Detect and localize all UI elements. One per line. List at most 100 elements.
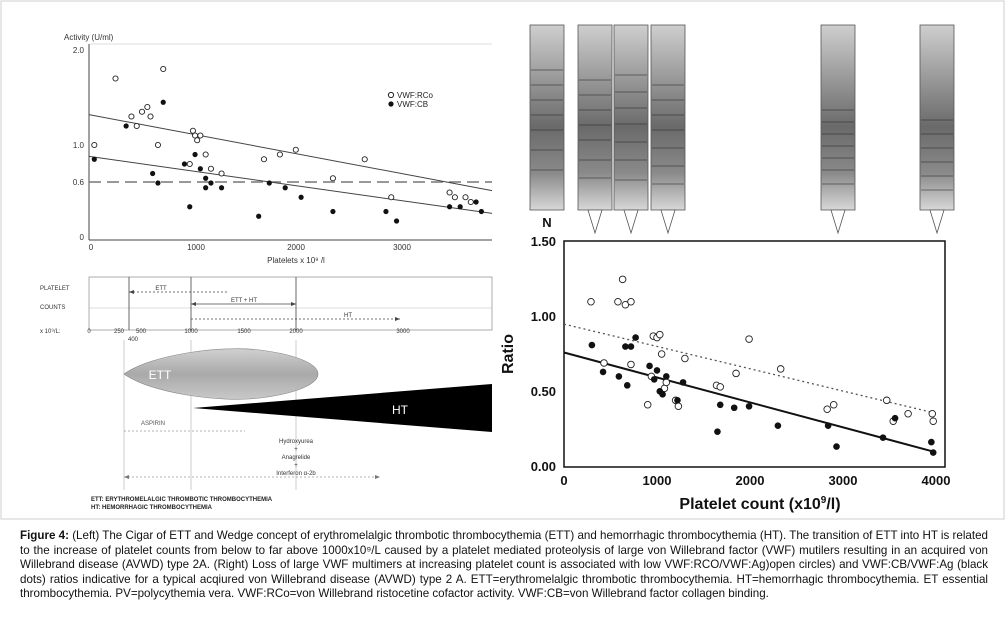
- data-point-open: [197, 132, 204, 139]
- data-point-filled: [653, 367, 661, 374]
- data-point-filled: [473, 199, 479, 205]
- schematic-tick-label: 0: [87, 329, 91, 335]
- data-point-filled: [824, 422, 832, 429]
- left-y-tick-label: 2.0: [73, 46, 85, 55]
- data-point-filled: [446, 204, 453, 210]
- right-x-tick-label: 4000: [922, 473, 951, 488]
- data-point-filled: [155, 180, 161, 186]
- multimer-gel-lanes: N: [529, 24, 955, 235]
- right-x-tick-label: 2000: [736, 473, 765, 488]
- gel-lane: [529, 24, 565, 211]
- ett-cigar-shape: [123, 348, 319, 400]
- legend-open-circle-icon: [387, 91, 395, 99]
- data-point-open: [681, 354, 689, 363]
- data-point-filled: [256, 213, 262, 219]
- data-point-filled: [659, 391, 666, 398]
- figure-frame: [0, 0, 1005, 520]
- data-point-open: [329, 175, 336, 182]
- data-point-filled: [266, 180, 272, 186]
- right-y-tick-label: 0.50: [531, 384, 556, 399]
- data-point-filled: [716, 401, 724, 409]
- footnote-ht: HT: HEMORRHAGIC THROMBOCYTHEMIA: [91, 505, 213, 511]
- data-point-filled: [599, 368, 607, 376]
- data-point-open: [467, 198, 474, 206]
- data-point-open: [882, 396, 891, 405]
- ett-ht-schematic: PLATELET COUNTS x 10⁹/L: 0 250 500 1000 …: [40, 276, 493, 511]
- data-point-open: [614, 297, 622, 306]
- footnote-ett: ETT: ERYTHROMELALGIC THROMBOTIC THROMBOC…: [91, 497, 273, 503]
- left-marks: [88, 65, 493, 224]
- data-point-filled: [192, 151, 198, 158]
- data-point-open: [829, 401, 838, 409]
- schematic-tick-label: 250: [114, 329, 125, 335]
- caption-text: (Left) The Cigar of ETT and Wedge concep…: [20, 529, 988, 601]
- data-point-filled: [632, 334, 639, 341]
- trend-line: [88, 114, 493, 192]
- data-point-filled: [282, 185, 288, 191]
- left-x-tick-label: 3000: [393, 243, 411, 252]
- data-point-open: [292, 146, 299, 153]
- right-x-tick-label: 3000: [829, 473, 858, 488]
- x-label-main: Platelet count (x10: [679, 496, 820, 513]
- data-point-open: [133, 122, 140, 130]
- data-point-filled: [646, 362, 653, 370]
- data-point-open: [904, 409, 912, 418]
- arrow-head-icon: [395, 317, 400, 321]
- data-point-filled: [160, 99, 166, 105]
- data-point-open: [112, 75, 119, 82]
- data-point-open: [260, 156, 268, 163]
- data-point-open: [207, 165, 215, 172]
- data-point-filled: [627, 343, 635, 350]
- right-ratio-chart: Ratio 1.50 1.00 0.50 0.00 0 1000 2000 30…: [500, 234, 950, 513]
- data-point-filled: [928, 438, 935, 446]
- data-point-open: [218, 170, 225, 177]
- left-x-axis-label: Platelets x 10⁹ /l: [267, 256, 325, 265]
- data-point-filled: [218, 185, 225, 191]
- data-point-filled: [929, 449, 937, 456]
- gel-lane-group: [577, 24, 613, 235]
- data-point-open: [662, 378, 671, 387]
- right-y-axis-label: Ratio: [500, 334, 517, 374]
- schematic-box: [88, 276, 493, 331]
- data-point-filled: [181, 161, 188, 167]
- data-point-open: [657, 350, 666, 358]
- left-y-tick-label: 1.0: [73, 141, 85, 150]
- gel-lane-group: [613, 24, 649, 235]
- data-point-open: [144, 103, 151, 111]
- data-point-open: [627, 360, 635, 369]
- aspirin-label: ASPIRIN: [141, 421, 165, 427]
- data-point-open: [732, 369, 740, 378]
- data-point-filled: [383, 208, 389, 215]
- data-point-open: [745, 335, 753, 343]
- data-point-filled: [833, 443, 840, 450]
- right-x-tick-label: 1000: [643, 473, 672, 488]
- schematic-tick-label: 1500: [237, 329, 251, 335]
- data-point-filled: [298, 194, 304, 200]
- left-y-axis-title: Activity (U/ml): [64, 33, 114, 42]
- schematic-row-label: x 10⁹/L:: [40, 328, 61, 335]
- data-point-open: [276, 151, 283, 158]
- data-point-filled: [123, 123, 129, 129]
- data-point-open: [160, 65, 167, 73]
- left-activity-chart: Activity (U/ml) 2.0 1.0 0.6 0 0 1000 200…: [64, 33, 493, 265]
- gel-lane-group: [650, 24, 686, 235]
- data-point-filled: [745, 402, 753, 410]
- data-point-open: [154, 141, 161, 149]
- left-y-tick-label: 0: [80, 233, 85, 242]
- data-point-filled: [663, 373, 670, 380]
- data-point-open: [361, 156, 368, 163]
- ett-ht-range-label: ETT + HT: [231, 298, 257, 304]
- data-point-filled: [330, 208, 336, 215]
- data-point-filled: [150, 170, 156, 177]
- schematic-tick-label: 3000: [396, 329, 410, 335]
- data-point-filled: [714, 428, 721, 435]
- schematic-tick-label: 500: [136, 329, 147, 335]
- wedge-label: HT: [392, 403, 409, 417]
- data-point-open: [587, 297, 595, 306]
- data-point-open: [388, 194, 395, 201]
- data-point-filled: [650, 376, 658, 383]
- data-point-filled: [623, 382, 631, 389]
- data-point-open: [446, 189, 453, 196]
- data-point-filled: [679, 379, 687, 386]
- lane-pointer-icon: [587, 209, 603, 235]
